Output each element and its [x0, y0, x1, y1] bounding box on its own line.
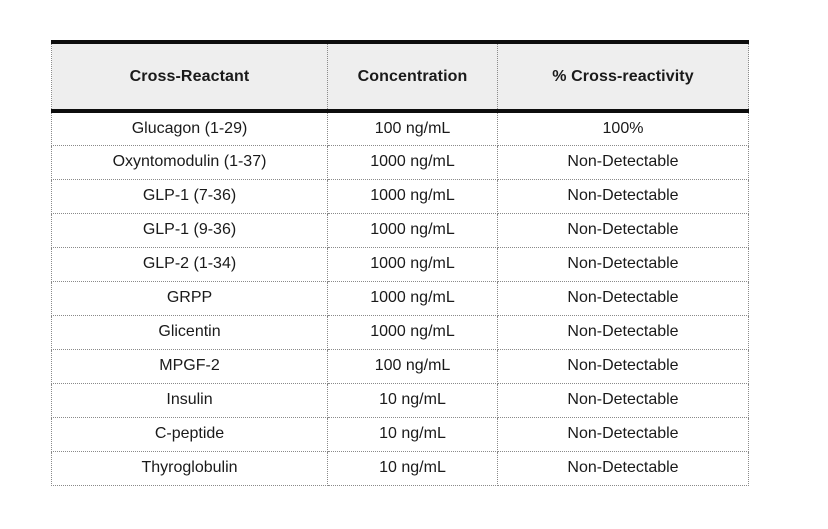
cell-concentration: 100 ng/mL: [327, 110, 498, 146]
cell-cross-reactivity: Non-Detectable: [497, 314, 749, 350]
cell-cross-reactant: GLP-1 (7-36): [51, 178, 328, 214]
cell-concentration: 100 ng/mL: [327, 348, 498, 384]
cell-cross-reactant: Insulin: [51, 382, 328, 418]
cell-cross-reactivity: 100%: [497, 110, 749, 146]
cell-concentration: 1000 ng/mL: [327, 280, 498, 316]
cell-cross-reactant: GLP-2 (1-34): [51, 246, 328, 282]
cell-cross-reactivity: Non-Detectable: [497, 416, 749, 452]
table-row: GLP-2 (1-34) 1000 ng/mL Non-Detectable: [51, 246, 749, 282]
cross-reactivity-table: Cross-Reactant Concentration % Cross-rea…: [51, 40, 749, 486]
cell-concentration: 1000 ng/mL: [327, 246, 498, 282]
cell-concentration: 1000 ng/mL: [327, 212, 498, 248]
cell-concentration: 10 ng/mL: [327, 416, 498, 452]
cell-cross-reactivity: Non-Detectable: [497, 280, 749, 316]
cell-cross-reactivity: Non-Detectable: [497, 178, 749, 214]
cell-cross-reactant: Glicentin: [51, 314, 328, 350]
table-row: Glicentin 1000 ng/mL Non-Detectable: [51, 314, 749, 350]
header-row: Cross-Reactant Concentration % Cross-rea…: [51, 40, 749, 113]
cell-concentration: 1000 ng/mL: [327, 178, 498, 214]
cell-cross-reactant: GLP-1 (9-36): [51, 212, 328, 248]
cell-cross-reactant: MPGF-2: [51, 348, 328, 384]
cell-cross-reactivity: Non-Detectable: [497, 348, 749, 384]
cell-cross-reactivity: Non-Detectable: [497, 212, 749, 248]
column-header-cross-reactant: Cross-Reactant: [51, 40, 328, 113]
cell-cross-reactant: Oxyntomodulin (1-37): [51, 144, 328, 180]
table-row: GRPP 1000 ng/mL Non-Detectable: [51, 280, 749, 316]
cell-cross-reactivity: Non-Detectable: [497, 144, 749, 180]
column-header-cross-reactivity: % Cross-reactivity: [497, 40, 749, 113]
cell-cross-reactant: Glucagon (1-29): [51, 110, 328, 146]
table-row: Insulin 10 ng/mL Non-Detectable: [51, 382, 749, 418]
cell-concentration: 10 ng/mL: [327, 382, 498, 418]
cell-cross-reactant: C-peptide: [51, 416, 328, 452]
table-row: MPGF-2 100 ng/mL Non-Detectable: [51, 348, 749, 384]
cell-cross-reactivity: Non-Detectable: [497, 450, 749, 486]
table-row: GLP-1 (9-36) 1000 ng/mL Non-Detectable: [51, 212, 749, 248]
cell-concentration: 1000 ng/mL: [327, 314, 498, 350]
cell-concentration: 1000 ng/mL: [327, 144, 498, 180]
cell-cross-reactivity: Non-Detectable: [497, 382, 749, 418]
table-header: Cross-Reactant Concentration % Cross-rea…: [51, 40, 749, 113]
cell-cross-reactant: GRPP: [51, 280, 328, 316]
cell-concentration: 10 ng/mL: [327, 450, 498, 486]
cell-cross-reactant: Thyroglobulin: [51, 450, 328, 486]
table-row: C-peptide 10 ng/mL Non-Detectable: [51, 416, 749, 452]
table-row: Oxyntomodulin (1-37) 1000 ng/mL Non-Dete…: [51, 144, 749, 180]
table-row: GLP-1 (7-36) 1000 ng/mL Non-Detectable: [51, 178, 749, 214]
table-row: Glucagon (1-29) 100 ng/mL 100%: [51, 110, 749, 146]
column-header-concentration: Concentration: [327, 40, 498, 113]
table-row: Thyroglobulin 10 ng/mL Non-Detectable: [51, 450, 749, 486]
table-body: Glucagon (1-29) 100 ng/mL 100% Oxyntomod…: [51, 110, 749, 486]
cell-cross-reactivity: Non-Detectable: [497, 246, 749, 282]
